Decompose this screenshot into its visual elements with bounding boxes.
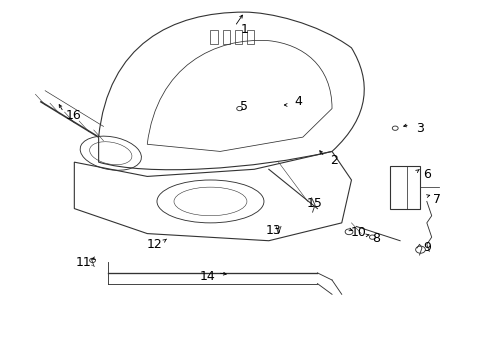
Text: 3: 3 bbox=[415, 122, 423, 135]
Text: 4: 4 bbox=[293, 95, 301, 108]
Text: 12: 12 bbox=[146, 238, 162, 251]
Text: 7: 7 bbox=[432, 193, 440, 206]
Text: 2: 2 bbox=[330, 154, 338, 167]
Bar bbox=[222, 30, 229, 44]
Text: 15: 15 bbox=[306, 197, 322, 210]
Text: 1: 1 bbox=[240, 23, 248, 36]
Bar bbox=[234, 30, 242, 44]
Text: 13: 13 bbox=[265, 224, 281, 237]
Bar bbox=[210, 30, 217, 44]
Text: 14: 14 bbox=[200, 270, 216, 283]
Text: 11: 11 bbox=[76, 256, 92, 269]
Text: 8: 8 bbox=[371, 233, 379, 246]
Bar bbox=[246, 30, 254, 44]
Text: 16: 16 bbox=[65, 109, 81, 122]
Text: 5: 5 bbox=[240, 100, 248, 113]
Bar bbox=[389, 166, 419, 208]
Text: 10: 10 bbox=[350, 226, 366, 239]
Text: 9: 9 bbox=[422, 240, 430, 254]
Text: 6: 6 bbox=[422, 168, 430, 181]
